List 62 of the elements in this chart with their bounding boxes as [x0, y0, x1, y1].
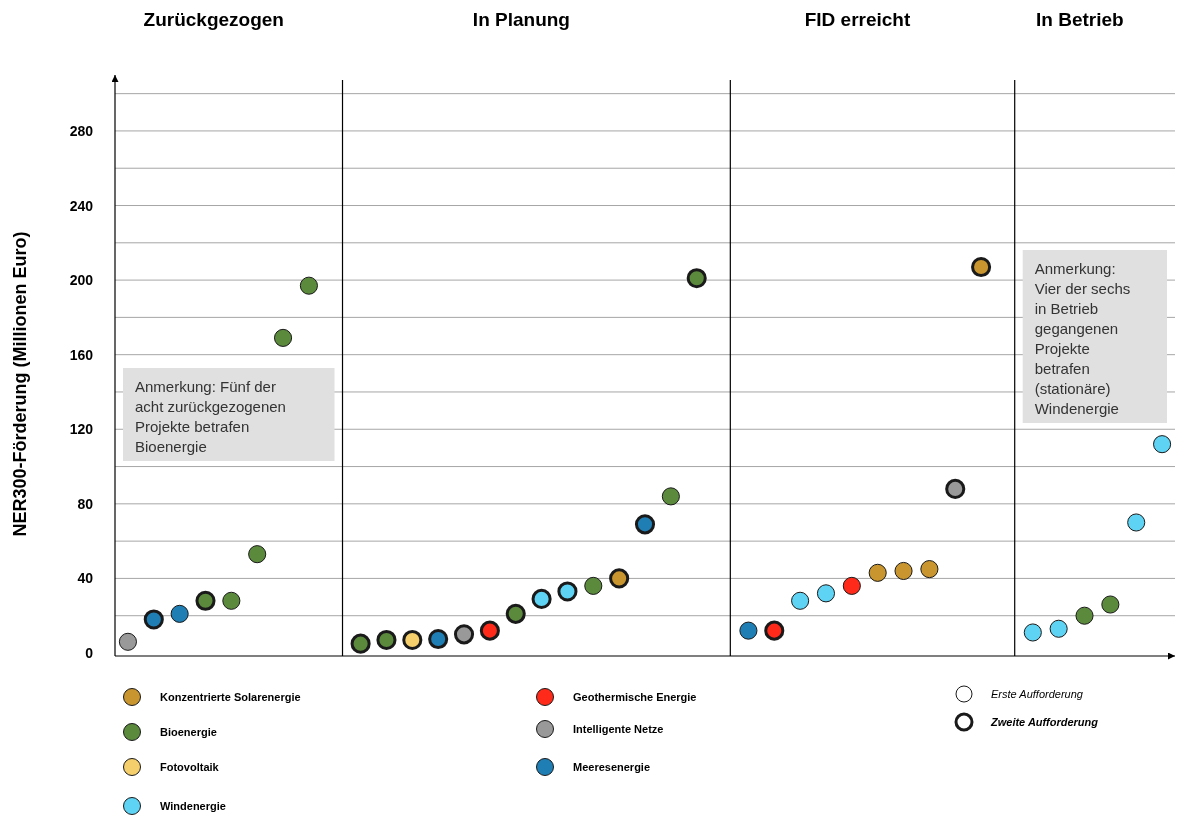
text: FID erreicht: [804, 9, 911, 30]
text: Erste Aufforderung: [991, 688, 1084, 700]
point: [816, 584, 836, 603]
point: [479, 620, 500, 641]
point: [143, 609, 164, 630]
y-axis-title: NER300-Förderung (Millionen Euro): [10, 231, 30, 537]
text: In Betrieb: [1036, 9, 1124, 30]
point: [222, 591, 241, 610]
point: [505, 603, 526, 624]
point: [273, 328, 293, 347]
point: [428, 628, 449, 650]
y-tick-label: 240: [69, 197, 94, 214]
text: Zurückgezogen: [143, 9, 284, 30]
point: [1153, 435, 1172, 454]
y-tick-label: 280: [69, 122, 94, 139]
point: [531, 588, 552, 609]
point: [1049, 619, 1068, 638]
point: [764, 620, 785, 641]
point: [1101, 595, 1120, 614]
point: [1075, 606, 1094, 625]
point: [686, 268, 707, 289]
point: [868, 563, 887, 582]
y-tick-label: 120: [69, 421, 94, 438]
point: [842, 576, 861, 595]
legend-label: Windenergie: [160, 800, 226, 812]
point: [894, 561, 913, 580]
legend-label: Bioenergie: [160, 726, 217, 738]
legend-label: Intelligente Netze: [573, 723, 664, 735]
legend-label: Fotovoltaik: [160, 761, 220, 773]
y-tick-label: 160: [69, 346, 94, 363]
y-tick-label: 200: [69, 272, 94, 289]
legend-label: Meeresenergie: [573, 761, 651, 773]
point: [661, 487, 680, 506]
point: [170, 604, 189, 623]
legend-label: Konzentrierte Solarenergie: [160, 691, 301, 703]
legend-label: Geothermische Energie: [573, 691, 697, 703]
y-tick-label: 40: [77, 570, 94, 587]
point: [791, 591, 810, 610]
point: [1127, 513, 1146, 532]
text: Zweite Aufforderung: [990, 716, 1099, 728]
point: [402, 629, 423, 650]
point: [118, 632, 137, 651]
point: [248, 545, 267, 564]
point: [920, 560, 939, 579]
point: [609, 568, 630, 589]
point: [350, 633, 371, 654]
point: [1023, 623, 1042, 642]
point: [376, 629, 397, 650]
y-tick-label: 0: [85, 644, 94, 661]
point: [739, 621, 758, 640]
point: [453, 624, 475, 645]
point: [299, 276, 318, 295]
point: [557, 581, 578, 602]
point: [634, 514, 656, 535]
y-tick-label: 80: [77, 495, 94, 512]
point: [195, 590, 216, 611]
annotation: Anmerkung: Fünf der acht zurückgezogenen Projekte betrafen Bioenergie: [135, 378, 286, 455]
point: [971, 257, 992, 278]
text: In Planung: [472, 9, 570, 30]
point: [945, 478, 966, 499]
annotation: Anmerkung: Vier der sechs in Betrieb gegangenen Projekte betrafen (stationäre) Windenergie: [1034, 260, 1131, 417]
point: [584, 576, 603, 595]
